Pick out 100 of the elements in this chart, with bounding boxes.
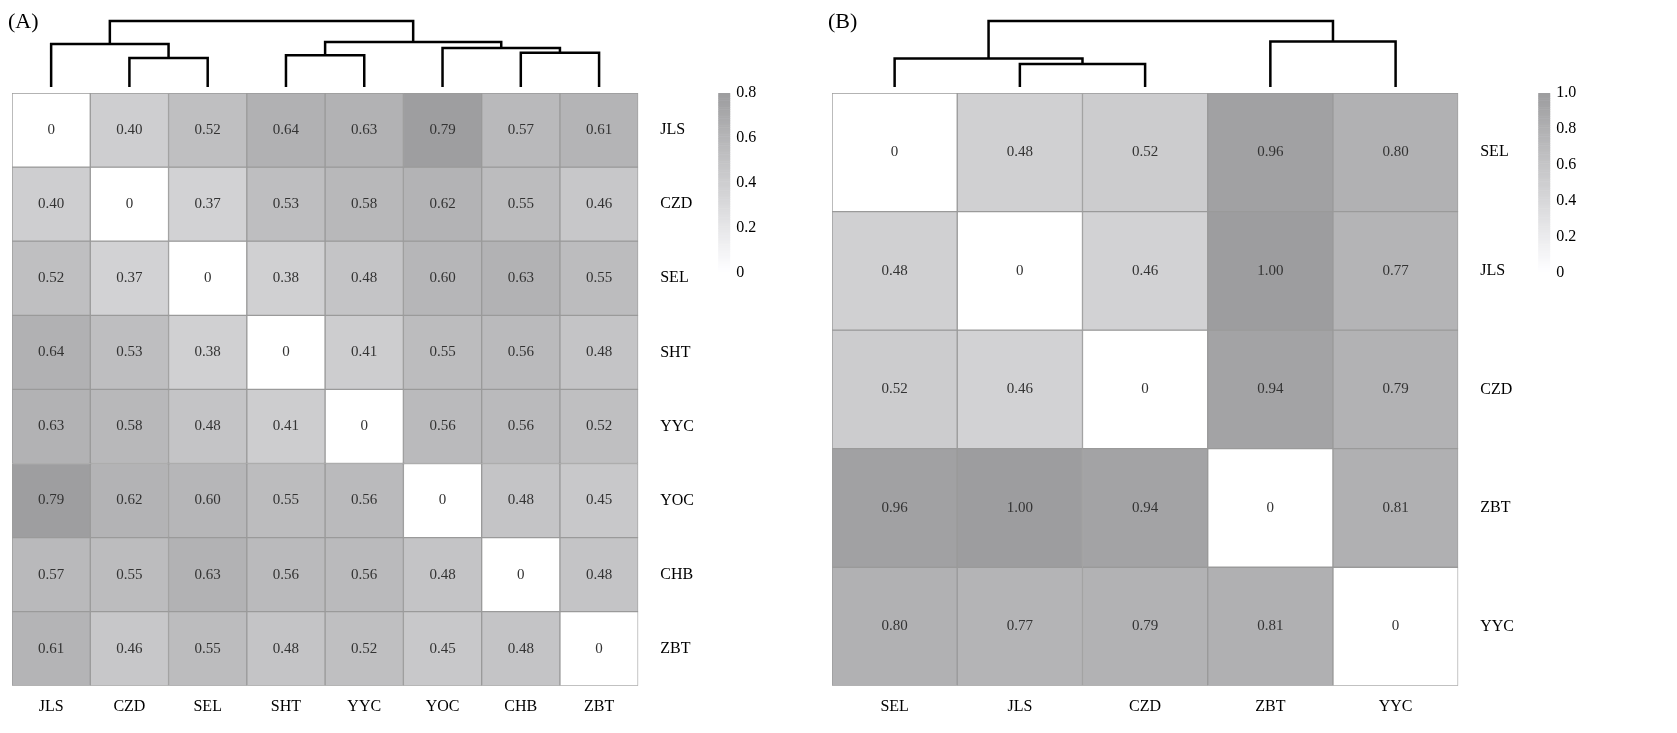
color-bar-label: 0.2 — [736, 218, 757, 236]
x-tick-label: YYC — [1378, 696, 1413, 714]
color-bar-label: 1.0 — [1556, 83, 1577, 101]
data-label: 0.80 — [1382, 143, 1409, 160]
color-bar-label: 0.6 — [736, 128, 757, 146]
data-label: 0.63 — [194, 565, 221, 582]
color-bar-label: 0.4 — [1556, 191, 1577, 209]
data-label: 0.48 — [881, 261, 908, 278]
x-tick-label: ZBT — [583, 696, 615, 714]
data-label: 0 — [890, 143, 899, 160]
data-label: 0.94 — [1131, 498, 1159, 515]
data-label: 0.52 — [194, 120, 221, 137]
data-label: 0.60 — [194, 491, 221, 508]
data-label: 0.63 — [38, 417, 65, 434]
data-label: 0.52 — [881, 380, 908, 397]
data-label: 0.62 — [429, 195, 456, 212]
data-label: 0.53 — [116, 343, 143, 360]
x-tick-label: YYC — [347, 696, 382, 714]
color-bar-label: 0.4 — [736, 173, 757, 191]
data-label: 0.46 — [1006, 380, 1034, 397]
y-tick-label: JLS — [660, 120, 686, 138]
x-tick-label: CHB — [504, 696, 538, 714]
data-label: 0 — [1141, 380, 1149, 397]
data-label: 0 — [47, 120, 55, 137]
color-bar-label: 0 — [1556, 263, 1565, 281]
data-label: 0.96 — [1257, 143, 1284, 160]
data-label: 0.46 — [1131, 261, 1159, 278]
x-tick-label: SEL — [193, 696, 222, 714]
data-label: 0 — [360, 417, 368, 434]
data-label: 0.56 — [507, 343, 535, 360]
data-label: 0.48 — [585, 343, 613, 360]
data-label: 0 — [517, 565, 525, 582]
x-tick-label: SEL — [880, 696, 909, 714]
chart-title: (A) — [8, 8, 39, 34]
data-label: 0.55 — [116, 565, 143, 582]
y-tick-label: SEL — [660, 268, 689, 286]
data-label: 0.56 — [351, 491, 378, 508]
data-label: 0.41 — [272, 417, 300, 434]
data-label: 0 — [1391, 617, 1400, 634]
data-label: 0.48 — [351, 269, 378, 286]
data-label: 0.64 — [38, 343, 65, 360]
data-label: 0.80 — [881, 617, 908, 634]
data-label: 0 — [125, 195, 134, 212]
x-tick-label: SHT — [270, 696, 302, 714]
color-bar-label: 0.6 — [1556, 155, 1577, 173]
data-label: 0.96 — [881, 498, 909, 515]
data-label: 0.55 — [194, 639, 221, 656]
data-label: 0.62 — [116, 491, 143, 508]
data-label: 0.52 — [585, 417, 613, 434]
x-tick-label: YOC — [425, 696, 460, 714]
data-label: 0.46 — [585, 195, 613, 212]
data-label: 0.52 — [351, 639, 378, 656]
x-tick-label: JLS — [38, 696, 64, 714]
data-label: 0.48 — [507, 639, 534, 656]
data-label: 0.45 — [585, 491, 613, 508]
y-tick-label: CZD — [1480, 379, 1513, 397]
color-bar-label: 0 — [736, 263, 745, 281]
data-label: 0.81 — [1382, 498, 1409, 515]
y-tick-label: YOC — [660, 490, 694, 508]
data-label: 0.38 — [272, 269, 300, 286]
x-tick-label: JLS — [1007, 696, 1033, 714]
data-label: 0.40 — [116, 120, 143, 137]
data-label: 0.55 — [585, 269, 613, 286]
data-label: 0.58 — [116, 417, 143, 434]
data-label: 0.94 — [1257, 380, 1284, 397]
data-label: 0.53 — [272, 195, 300, 212]
data-label: 0.48 — [1006, 143, 1033, 160]
data-label: 0 — [1266, 498, 1275, 515]
data-label: 1.00 — [1257, 261, 1284, 278]
data-label: 0.56 — [272, 565, 300, 582]
data-label: 0.46 — [116, 639, 144, 656]
data-label: 0.52 — [1131, 143, 1159, 160]
data-label: 0.52 — [38, 269, 65, 286]
data-label: 0.40 — [38, 195, 65, 212]
data-label: 0.56 — [507, 417, 535, 434]
data-label: 0.58 — [351, 195, 378, 212]
data-label: 0.57 — [38, 565, 65, 582]
y-tick-label: YYC — [660, 416, 694, 434]
data-label: 0.77 — [1006, 617, 1034, 634]
data-label: 0.55 — [272, 491, 300, 508]
y-tick-label: CZD — [660, 194, 693, 212]
data-label: 0 — [438, 491, 447, 508]
x-tick-label: ZBT — [1255, 696, 1286, 714]
x-tick-label: CZD — [1129, 696, 1162, 714]
data-label: 0.77 — [1382, 261, 1410, 278]
data-label: 0.48 — [272, 639, 300, 656]
data-label: 0.41 — [351, 343, 378, 360]
data-label: 0.38 — [194, 343, 221, 360]
data-label: 0.63 — [507, 269, 534, 286]
data-label: 0.79 — [1382, 380, 1409, 397]
data-label: 0.79 — [1131, 617, 1159, 634]
data-label: 0.64 — [272, 120, 300, 137]
data-label: 0.48 — [507, 491, 534, 508]
data-label: 0.57 — [507, 120, 535, 137]
color-bar-label: 0.8 — [736, 83, 757, 101]
data-label: 0.45 — [429, 639, 456, 656]
data-label: 0.37 — [194, 195, 222, 212]
y-tick-label: YYC — [1480, 616, 1514, 634]
data-label: 0 — [282, 343, 290, 360]
y-tick-label: JLS — [1480, 261, 1506, 279]
